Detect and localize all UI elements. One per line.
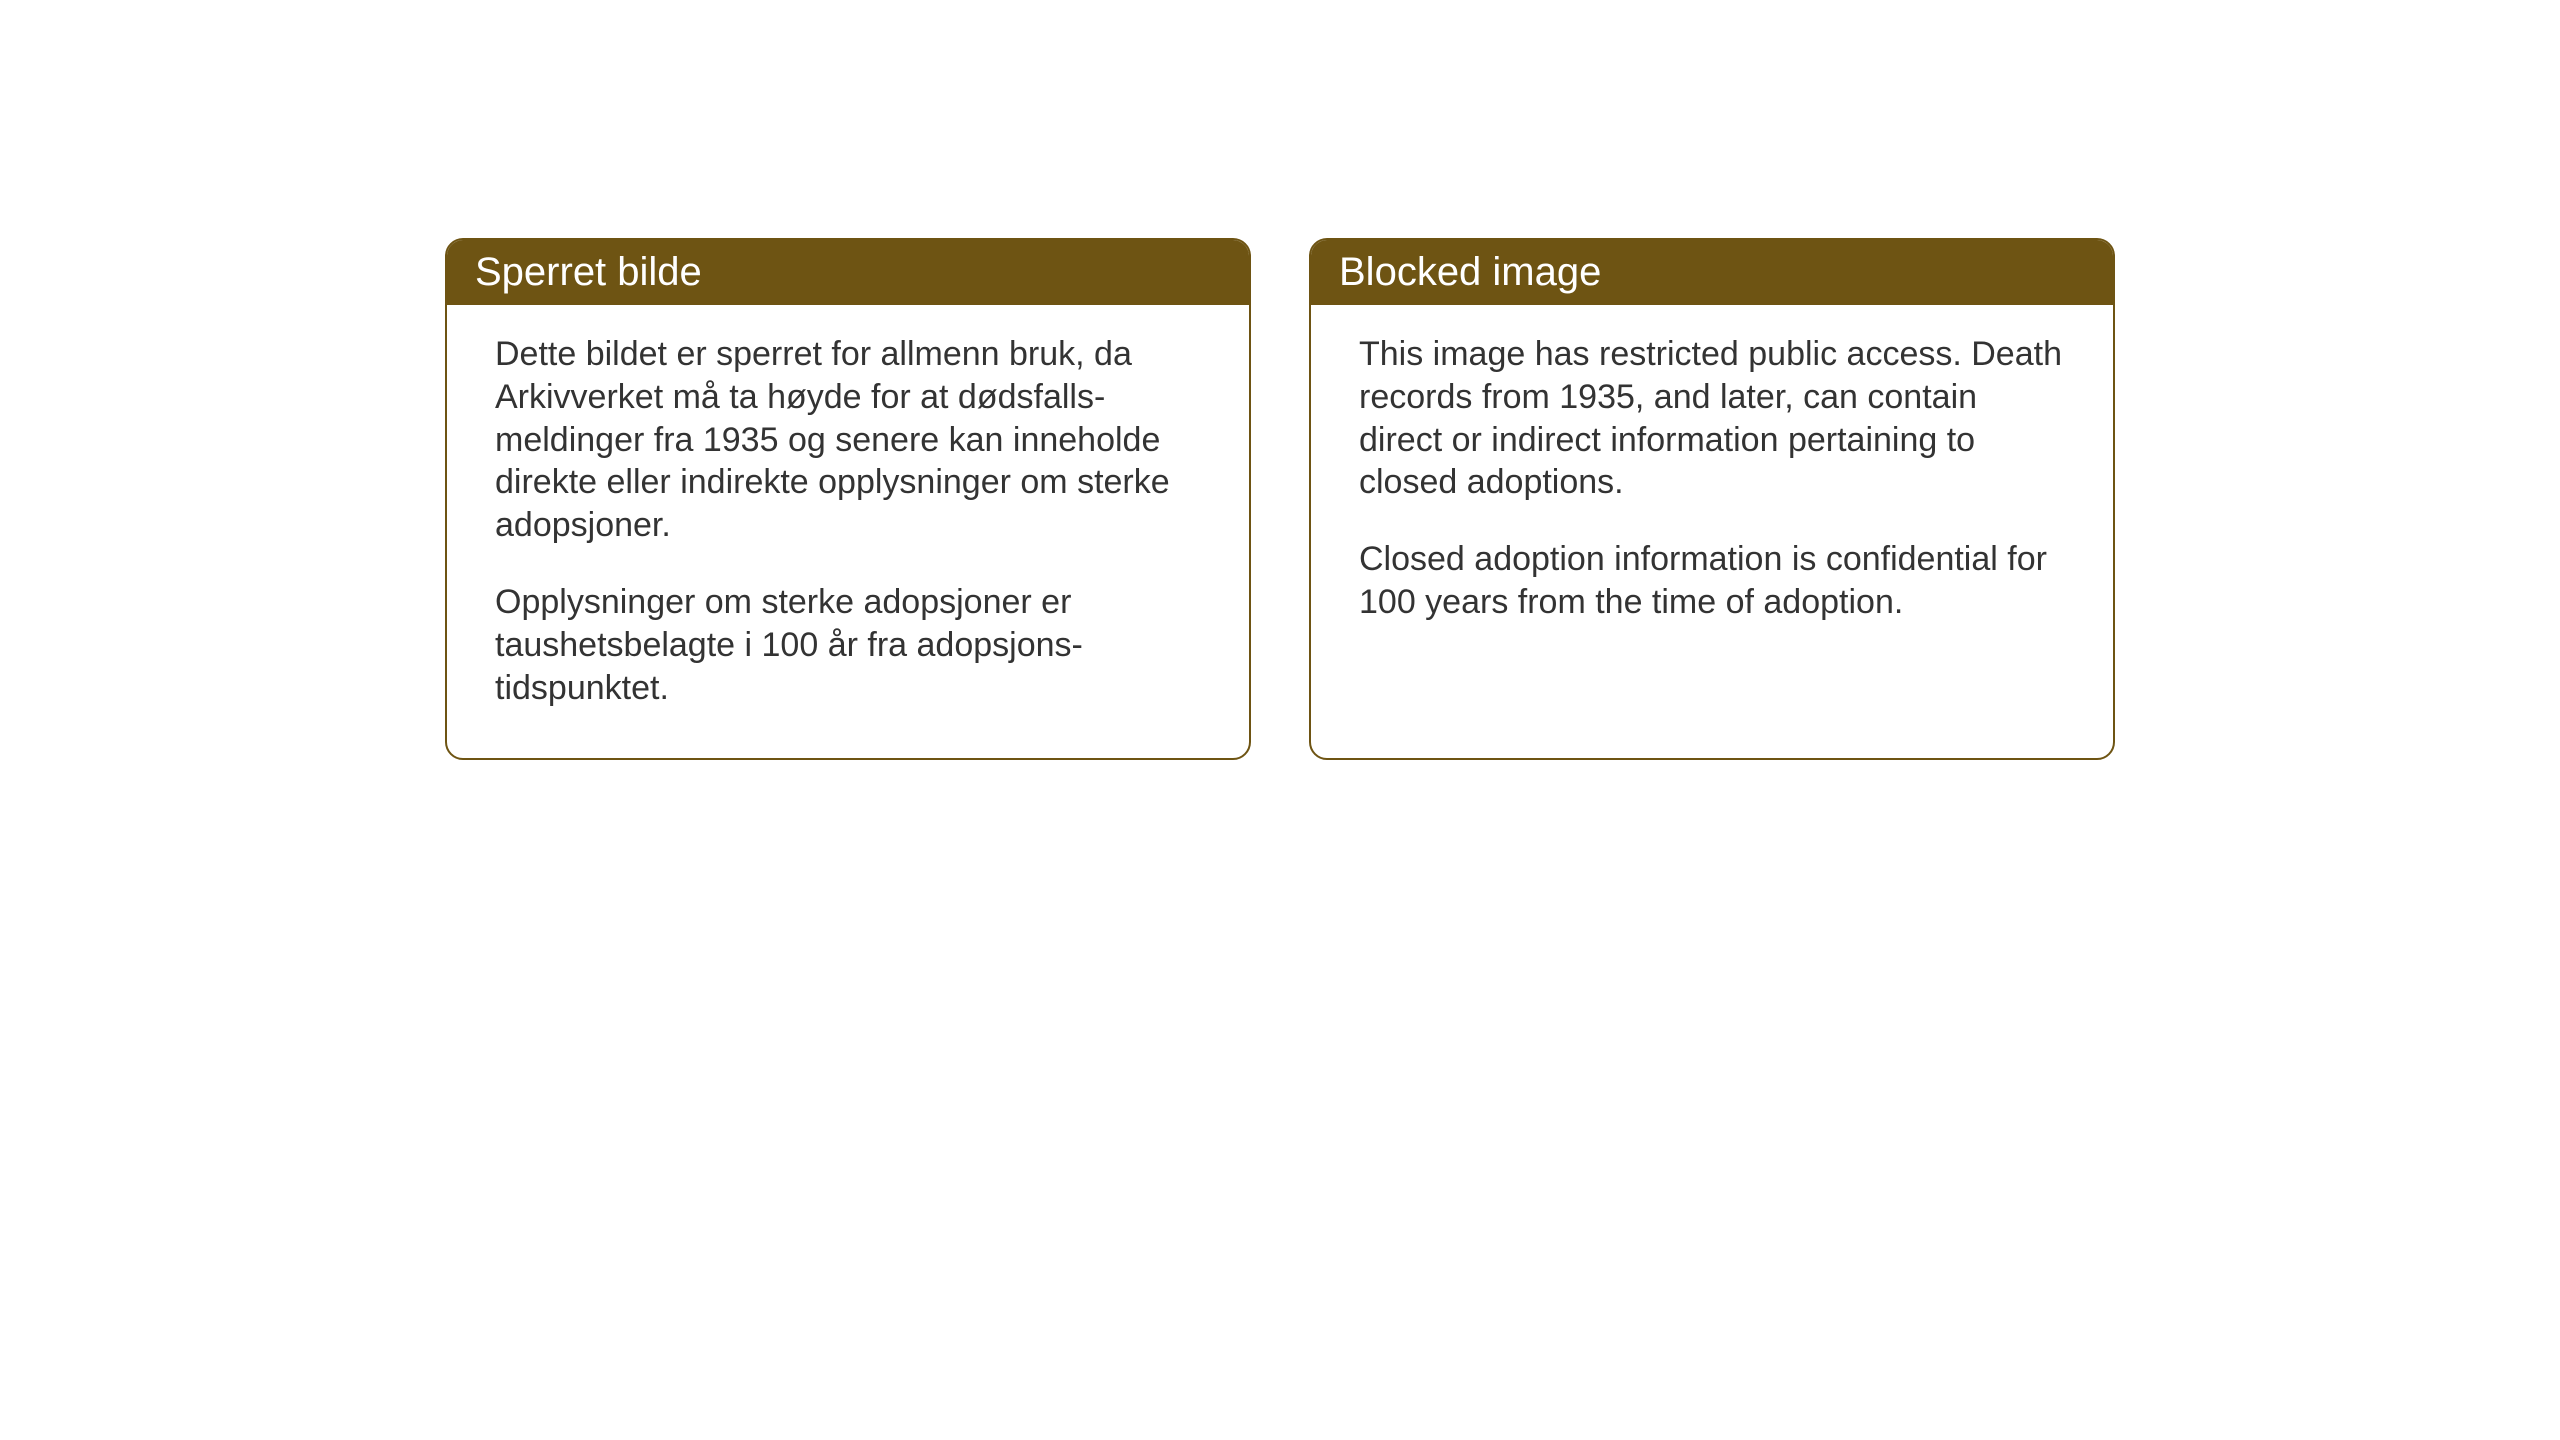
notice-title-norwegian: Sperret bilde xyxy=(475,250,702,294)
notice-container: Sperret bilde Dette bildet er sperret fo… xyxy=(445,238,2115,760)
notice-paragraph-1-english: This image has restricted public access.… xyxy=(1359,333,2065,504)
notice-header-norwegian: Sperret bilde xyxy=(447,240,1249,305)
notice-body-english: This image has restricted public access.… xyxy=(1311,305,2113,672)
notice-box-english: Blocked image This image has restricted … xyxy=(1309,238,2115,760)
notice-paragraph-2-norwegian: Opplysninger om sterke adopsjoner er tau… xyxy=(495,581,1201,709)
notice-paragraph-2-english: Closed adoption information is confident… xyxy=(1359,538,2065,624)
notice-body-norwegian: Dette bildet er sperret for allmenn bruk… xyxy=(447,305,1249,758)
notice-title-english: Blocked image xyxy=(1339,250,1601,294)
notice-box-norwegian: Sperret bilde Dette bildet er sperret fo… xyxy=(445,238,1251,760)
notice-paragraph-1-norwegian: Dette bildet er sperret for allmenn bruk… xyxy=(495,333,1201,547)
notice-header-english: Blocked image xyxy=(1311,240,2113,305)
